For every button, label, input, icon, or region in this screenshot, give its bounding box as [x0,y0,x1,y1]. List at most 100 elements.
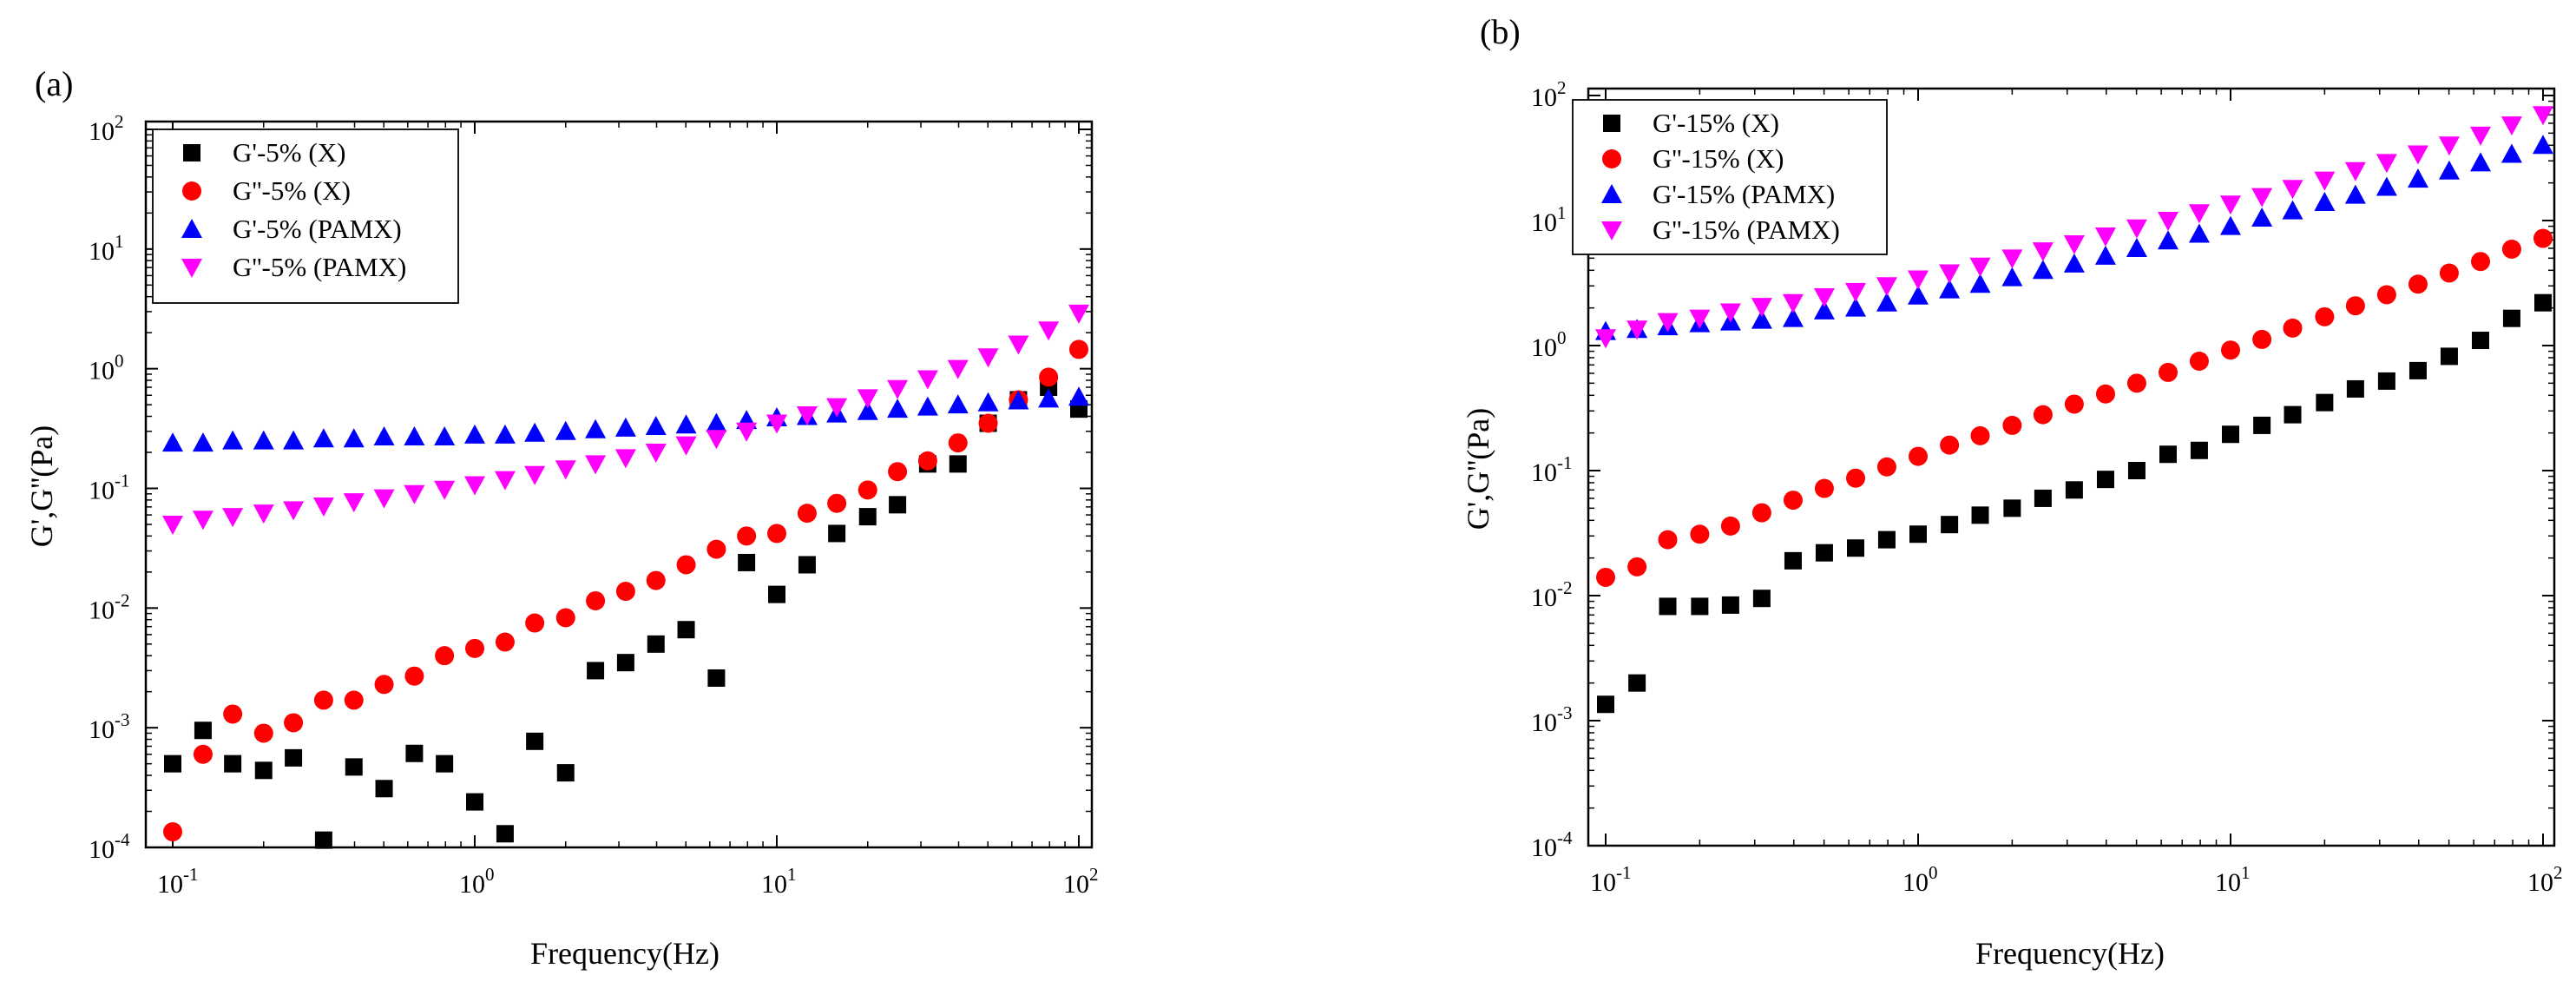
data-point [1751,309,1772,329]
x-tick-label: 100 [1902,862,1938,897]
legend-marker [181,219,202,238]
data-point [2408,361,2427,379]
data-point [1876,292,1897,312]
data-point [1969,273,1991,293]
data-point [706,430,727,450]
data-point [2034,489,2052,507]
data-point [614,449,636,469]
data-point [496,825,514,843]
data-point [2159,445,2178,464]
data-point [707,669,726,687]
x-tick-label: 10-1 [157,864,199,899]
data-point [404,426,425,446]
data-point [1751,298,1772,318]
data-point [285,748,303,767]
data-point [2126,237,2147,257]
data-point [1626,320,1648,340]
data-point [917,451,937,471]
data-point [1689,309,1711,329]
data-point [615,582,635,602]
panel-label: (b) [1480,12,1521,51]
data-point [1691,597,1709,616]
legend-entry: G''-5% (PAMX) [233,252,406,282]
data-point [2094,245,2116,265]
data-point [555,420,576,440]
data-point [1846,468,1866,488]
data-point [2438,160,2460,180]
data-point [222,430,244,450]
panel-label: (a) [35,64,73,103]
data-point [858,508,877,526]
data-point [2003,499,2021,517]
data-point [253,504,274,524]
data-point [1969,257,1991,277]
data-point [1658,530,1678,550]
data-point [827,493,847,513]
data-point [1909,525,1927,544]
legend-entry: G''-15% (PAMX) [1653,214,1840,245]
data-point [2282,200,2303,220]
data-point [2470,126,2492,146]
legend-entry: G'-5% (X) [233,137,345,168]
data-point [2190,441,2208,459]
data-point [524,465,546,485]
data-point [677,621,695,639]
data-point [312,428,334,448]
data-point [2314,171,2336,191]
legend-entry: G'-15% (X) [1653,108,1779,138]
data-point [1068,386,1089,406]
data-point [1814,478,1834,498]
data-point [2472,332,2490,350]
data-point [949,455,967,473]
data-point [2222,425,2239,444]
data-point [2316,393,2334,412]
data-point [2440,347,2458,366]
data-point [2500,116,2522,136]
legend-box [1572,99,1888,255]
data-point [194,722,212,740]
data-point [2032,242,2054,262]
data-point [828,524,846,543]
data-point [2282,180,2303,200]
data-point [435,646,455,666]
data-point [1939,279,1961,299]
data-point [766,414,787,434]
y-tick-label: 10-4 [1531,827,1573,862]
data-point [466,793,483,811]
data-point [676,555,696,575]
data-point [555,460,576,480]
data-point [798,556,816,574]
legend-marker [1601,221,1622,241]
data-point [2283,318,2303,338]
data-point [616,654,634,672]
data-point [888,462,908,482]
y-tick-label: 102 [89,111,124,146]
data-point [1628,674,1646,692]
data-point [1876,277,1897,297]
y-tick-label: 10-1 [89,471,130,505]
data-point [373,426,395,446]
plot-frame [1587,87,2556,847]
x-tick-label: 100 [459,864,495,899]
data-point [1847,539,1865,557]
y-tick-label: 10-4 [89,829,130,864]
data-point [857,389,878,409]
data-point [1657,313,1679,333]
series-3 [162,304,1089,535]
x-axis-title: Frequency(Hz) [530,936,720,971]
y-tick-label: 101 [1531,202,1567,237]
x-tick-label: 102 [1063,864,1099,899]
data-point [524,422,546,442]
legend-box [152,128,459,304]
data-point [887,399,909,418]
data-point [163,822,182,842]
data-point [1008,390,1029,410]
data-point [253,430,274,450]
data-point [374,675,394,695]
data-point [2346,379,2364,398]
data-point [1813,287,1835,307]
data-point [2284,405,2302,424]
legend: G'-15% (X) G''-15% (X) G'-15% (PAMX) G''-15… [1572,99,1888,255]
data-point [405,744,424,762]
data-point [192,511,214,530]
